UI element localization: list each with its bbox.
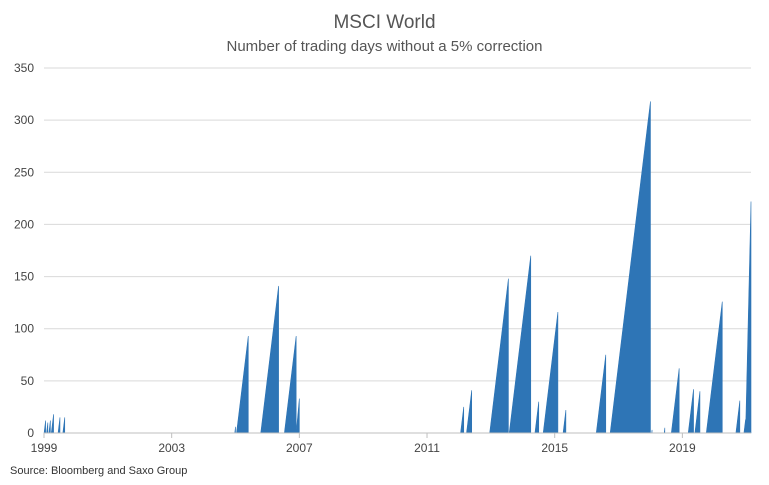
area-run-7	[236, 335, 249, 434]
x-tick-label: 2015	[541, 441, 568, 455]
area-run-14	[508, 255, 532, 434]
area-run-4	[57, 417, 61, 434]
area-run-9	[284, 335, 297, 434]
chart-subtitle: Number of trading days without a 5% corr…	[226, 38, 543, 55]
x-tick-label: 2011	[414, 441, 440, 455]
y-tick-label: 200	[14, 217, 34, 231]
y-tick-label: 0	[27, 426, 34, 440]
area-run-12	[466, 390, 473, 434]
y-tick-label: 100	[14, 322, 34, 336]
x-tick-label: 2007	[286, 441, 313, 455]
area-run-28	[745, 201, 752, 434]
area-run-1	[46, 422, 49, 434]
y-tick-label: 150	[14, 270, 34, 284]
area-run-19	[609, 101, 651, 434]
area-run-3	[50, 414, 54, 434]
x-tick-label: 2003	[158, 441, 185, 455]
x-tick-label: 2019	[669, 441, 696, 455]
area-series	[43, 101, 752, 434]
area-run-16	[542, 311, 559, 434]
area-run-10	[295, 398, 300, 434]
area-run-22	[670, 368, 680, 434]
y-tick-label: 50	[21, 374, 35, 388]
chart-source: Source: Bloomberg and Saxo Group	[10, 465, 188, 477]
area-run-11	[460, 406, 465, 434]
area-run-13	[489, 278, 509, 434]
area-run-18	[595, 354, 607, 434]
area-run-17	[562, 410, 567, 434]
area-run-5	[62, 417, 66, 434]
area-run-24	[694, 391, 701, 434]
area-run-21	[663, 427, 666, 434]
area-run-26	[735, 400, 741, 434]
area-run-6	[234, 426, 236, 434]
x-tick-label: 1999	[31, 441, 58, 455]
chart-title: MSCI World	[333, 12, 436, 33]
area-run-25	[705, 301, 723, 434]
y-tick-label: 250	[14, 165, 34, 179]
y-tick-label: 300	[14, 113, 34, 127]
area-run-23	[687, 389, 694, 434]
y-tick-label: 350	[14, 61, 34, 75]
area-run-15	[534, 401, 540, 434]
area-run-2	[48, 420, 51, 434]
area-run-8	[260, 285, 279, 434]
x-axis-ticks: 1999 2003 2007 2011 2015 2019	[31, 433, 696, 455]
y-axis-ticks: 0 50 100 150 200 250 300 350	[14, 61, 34, 440]
area-run-0	[43, 420, 46, 434]
